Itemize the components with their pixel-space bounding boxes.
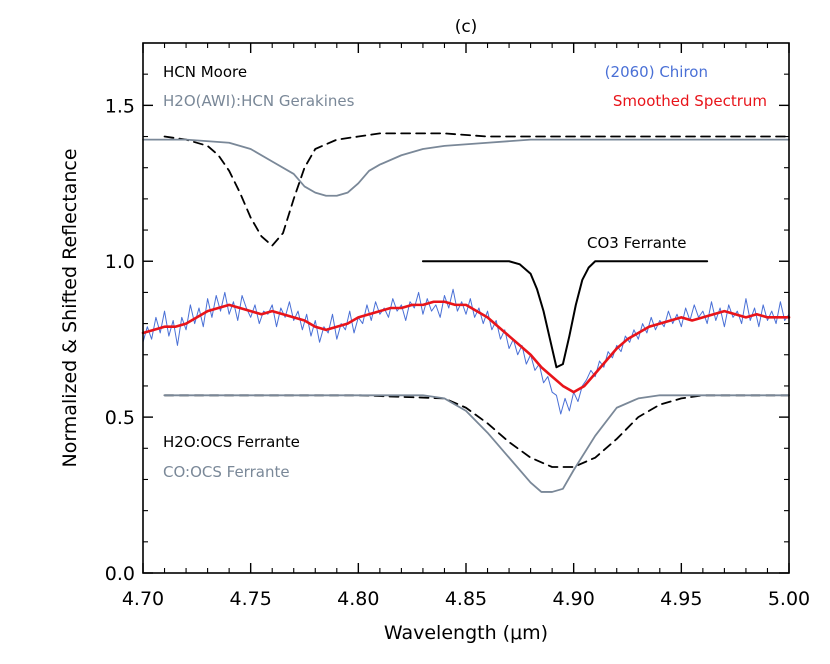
chart-title: (c) — [455, 17, 478, 37]
x-tick-label: 4.85 — [445, 588, 487, 610]
y-tick-label: 0.5 — [105, 407, 135, 429]
x-axis-title: Wavelength (μm) — [384, 622, 548, 644]
annotation-h2o-ocs-ferrante: H2O:OCS Ferrante — [163, 433, 300, 451]
annotation-co3-ferrante: CO3 Ferrante — [587, 234, 687, 252]
annotation-smoothed-spectrum: Smoothed Spectrum — [613, 92, 767, 110]
x-tick-label: 4.70 — [122, 588, 164, 610]
annotation-hcn-moore: HCN Moore — [163, 63, 247, 81]
series-line-co-ocs-ferrante — [163, 394, 790, 493]
x-tick-label: 4.80 — [337, 588, 379, 610]
series-line-h2o-ocs-ferrante — [163, 394, 790, 468]
y-axis-title: Normalized & Shifted Reflectance — [59, 148, 81, 467]
x-tick-label: 4.95 — [660, 588, 702, 610]
series-layer — [141, 132, 791, 493]
y-tick-label: 0.0 — [105, 563, 135, 585]
series-line-smoothed-spectrum — [141, 300, 791, 394]
annotation-2060-chiron: (2060) Chiron — [605, 63, 708, 81]
series-line-hcn-moore — [163, 132, 790, 247]
annotation-h2o-awi-hcn-gerakines: H2O(AWI):HCN Gerakines — [163, 92, 355, 110]
series-line-2060-chiron — [142, 288, 790, 415]
annotation-co-ocs-ferrante: CO:OCS Ferrante — [163, 463, 290, 481]
series-line-co3-ferrante — [421, 260, 709, 369]
series-line-h2o-awi-hcn-gerakines — [142, 138, 790, 197]
x-tick-label: 4.90 — [553, 588, 595, 610]
x-tick-label: 4.75 — [230, 588, 272, 610]
y-tick-label: 1.0 — [105, 251, 135, 273]
x-tick-label: 5.00 — [768, 588, 810, 610]
ticks-layer: 4.70 4.75 4.80 4.85 4.90 4.95 5.00 0.0 0.5 1.0 1.5 — [105, 43, 810, 610]
y-tick-label: 1.5 — [105, 95, 135, 117]
